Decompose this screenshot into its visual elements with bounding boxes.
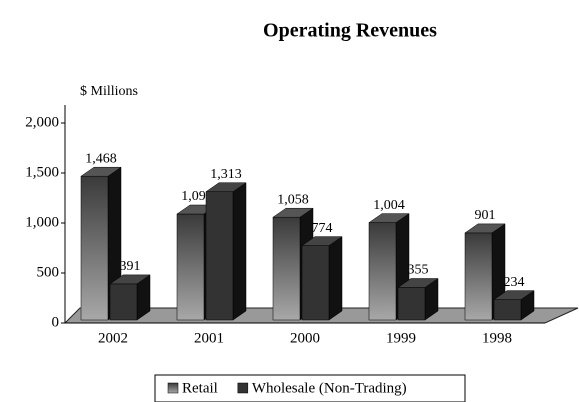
bar-top (272, 207, 314, 218)
bar (368, 222, 397, 321)
bar-top (109, 274, 151, 285)
value-label: 901 (475, 208, 496, 223)
value-label: 774 (312, 221, 333, 236)
bar-top (80, 166, 122, 177)
y-tick-label: 1,000 (25, 214, 59, 230)
value-label: 234 (504, 275, 525, 290)
y-tick-label: 2,000 (25, 114, 59, 130)
y-tick-label: 0 (52, 314, 60, 330)
bar (109, 283, 138, 321)
chart-title: Operating Revenues (263, 20, 437, 42)
bar (80, 175, 109, 321)
bar-top (301, 236, 343, 246)
value-label: 1,313 (210, 167, 242, 182)
legend-swatch (167, 382, 179, 394)
legend-swatch (237, 382, 249, 394)
x-tick-label: 2001 (194, 330, 224, 346)
legend-label: Wholesale (Non-Trading) (252, 380, 407, 396)
y-tick-label: 500 (37, 264, 60, 280)
bar-side (232, 182, 247, 321)
value-label: 1,058 (277, 192, 309, 207)
bar-top (493, 290, 535, 300)
bar-top (464, 223, 506, 234)
legend-label: Retail (182, 380, 218, 396)
x-tick-label: 1998 (482, 330, 512, 346)
x-tick-label: 2002 (98, 330, 128, 346)
value-label: 1,468 (85, 151, 117, 166)
bar-top (205, 182, 247, 192)
value-label: 1,090 (181, 189, 213, 204)
value-label: 391 (120, 259, 141, 274)
bar-top (368, 213, 410, 223)
x-tick-label: 2000 (290, 330, 320, 346)
bar (464, 232, 493, 321)
legend (154, 374, 466, 402)
bar-top (397, 278, 439, 288)
value-label: 1,004 (373, 198, 405, 213)
bar (205, 191, 234, 321)
bar (493, 299, 522, 321)
bar (301, 245, 330, 321)
bar (272, 216, 301, 321)
value-label: 355 (408, 263, 429, 278)
bar-side (328, 236, 343, 321)
x-tick-label: 1999 (386, 330, 416, 346)
y-axis-label: $ Millions (80, 84, 138, 99)
bar (176, 213, 205, 321)
y-tick-label: 1,500 (25, 164, 59, 180)
bar (397, 287, 426, 321)
